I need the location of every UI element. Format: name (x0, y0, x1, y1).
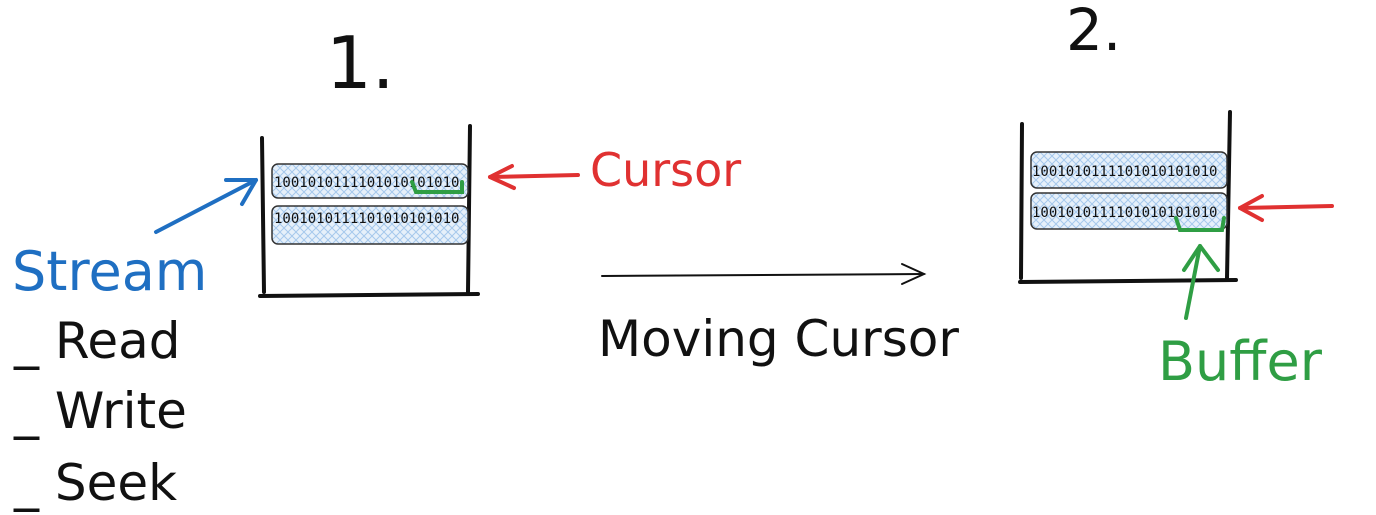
stage-2-row-1-bits: 1001010111101010101010 (1032, 164, 1217, 180)
stage-1-row-1 (271, 163, 469, 199)
stage-1-container (258, 124, 480, 298)
stream-op-seek: _ Seek (13, 454, 177, 512)
stage-1-label: 1. (326, 21, 395, 105)
stage-2-label: 2. (1066, 0, 1121, 64)
cursor-arrow-stage-2-icon (1238, 194, 1334, 222)
stage-1-row-2-bits: 1001010111101010101010 (274, 211, 459, 227)
stage-2-buffer-bracket (1174, 216, 1226, 232)
transition-arrow-icon (601, 263, 927, 285)
stage-1-buffer-bracket (410, 180, 464, 194)
buffer-arrow-icon (1182, 244, 1220, 320)
stage-2-row-2-bits: 1001010111101010101010 (1032, 205, 1217, 221)
stream-op-write: _ Write (13, 382, 187, 440)
cursor-arrow-icon (488, 164, 580, 190)
transition-label: Moving Cursor (598, 310, 959, 368)
stream-label: Stream (12, 240, 207, 303)
buffer-label: Buffer (1158, 330, 1323, 393)
stage-2-container (1018, 110, 1238, 284)
stage-1-row-1-bits: 1001010111101010101010 (274, 175, 459, 191)
stage-2-row-1 (1030, 151, 1228, 189)
stage-1-row-2 (271, 205, 469, 245)
cursor-label: Cursor (590, 143, 741, 197)
stream-op-read: _ Read (13, 312, 181, 370)
stream-arrow-icon (154, 178, 258, 234)
